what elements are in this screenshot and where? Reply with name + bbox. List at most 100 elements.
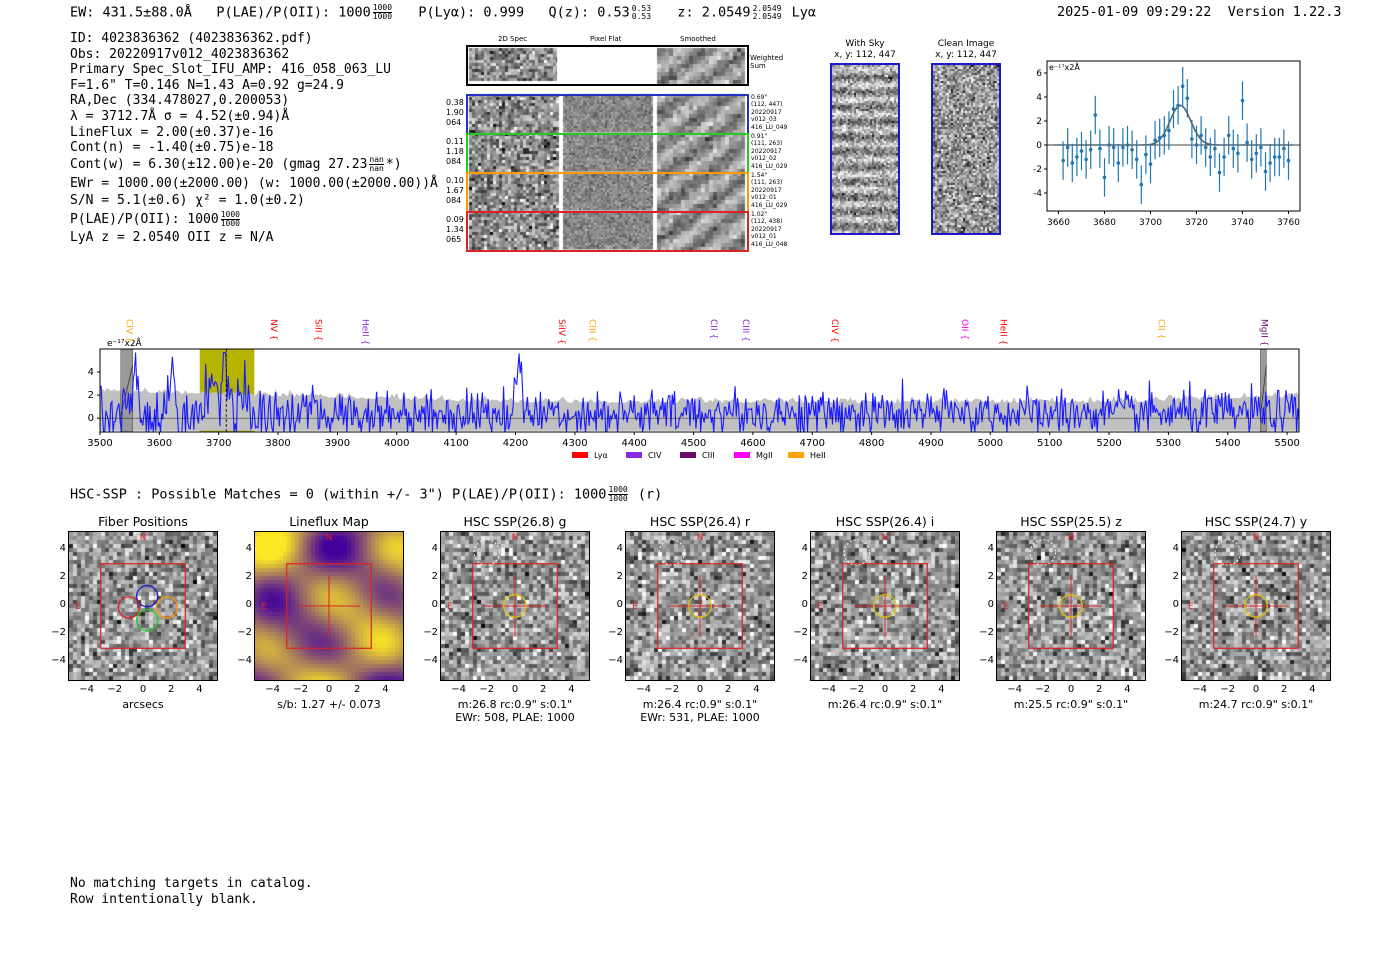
north-label: N xyxy=(512,533,519,543)
info-ewr: EWr = 1000.00(±2000.00) (w: 1000.00(±200… xyxy=(70,175,438,191)
row-meta: 20220917 xyxy=(751,108,782,116)
panel-caption: m:26.4 rc:0.9" s:0.1" xyxy=(642,698,758,711)
panel-title: HSC SSP(26.4) r xyxy=(649,514,751,529)
panel-ytick-label: 4 xyxy=(245,542,252,554)
panel-ytick-label: 4 xyxy=(987,542,994,554)
clean-title-text: Clean Image xyxy=(937,39,995,49)
fit-point xyxy=(1254,151,1259,156)
panel-title: HSC SSP(24.7) y xyxy=(1204,514,1308,529)
hsc-header: HSC-SSP : Possible Matches = 0 (within +… xyxy=(70,486,662,503)
fit-point xyxy=(1272,155,1277,159)
cutout-row-left-label: 0.38 1.90 064 xyxy=(446,98,464,128)
clean-image xyxy=(933,65,999,233)
hsc-lo: 1000 xyxy=(608,494,628,503)
legend-swatch xyxy=(626,452,642,458)
fit-unit-label: e⁻¹⁷x2Å xyxy=(1049,61,1080,72)
north-label: N xyxy=(882,533,889,543)
legend-label: HeII xyxy=(810,451,826,460)
qz-readout: Q(z): 0.53 xyxy=(548,4,630,21)
emission-line-label: MgII { xyxy=(1259,319,1269,346)
spectrum-line xyxy=(99,351,1300,434)
fit-point xyxy=(1065,145,1070,150)
contw-text: Cont(w) = 6.30(±12.00)e-20 (gmag 27.23 xyxy=(70,156,368,172)
row-stat: 084 xyxy=(446,157,462,166)
info-plae-lo: 1000 xyxy=(220,218,240,228)
fit-point xyxy=(1180,84,1185,88)
spec-xtick-label: 4700 xyxy=(800,438,825,449)
panel-ytick-label: 0 xyxy=(616,599,623,610)
catalog-circle xyxy=(843,539,870,566)
spec-xtick-label: 5000 xyxy=(978,438,1003,449)
panel-xtick-label: 0 xyxy=(696,684,704,695)
panel-title: Fiber Positions xyxy=(98,514,188,529)
search-box xyxy=(286,563,372,649)
spec-unit-label: e⁻¹⁷x2Å xyxy=(107,337,143,349)
panel-ytick-label: −2 xyxy=(423,627,438,639)
fit-xtick-label: 3700 xyxy=(1139,218,1162,228)
row-stat: 1.18 xyxy=(446,147,464,156)
panel-xtick-label: 2 xyxy=(1096,684,1103,695)
info-lya: LyA z = 2.0540 OII z = N/A xyxy=(70,229,274,245)
fit-point xyxy=(1208,155,1213,159)
info-contw: Cont(w) = 6.30(±12.00)e-20 (gmag 27.23 na… xyxy=(70,155,438,173)
panel-xtick-label: 4 xyxy=(938,684,945,695)
row-meta: (111, 263) xyxy=(751,179,783,187)
emission-line-label: CIII { xyxy=(587,319,597,342)
cutout-row-right-label: 1.02" (112, 438) 20220917 v012_01 416_LU_048 xyxy=(751,211,787,248)
fit-xtick-label: 3720 xyxy=(1185,218,1208,228)
timestamp-text: 2025-01-09 09:29:22 xyxy=(1057,4,1212,20)
info-plae-text: P(LAE)/P(OII): 1000 xyxy=(70,211,219,227)
panel-ytick-label: 4 xyxy=(801,542,808,554)
panel-xtick-label: 4 xyxy=(1124,684,1131,695)
row-meta: (111, 263) xyxy=(751,140,783,148)
emission-line-label: SiIV { xyxy=(556,319,566,345)
panel-ytick-label: 4 xyxy=(431,542,438,554)
fit-point xyxy=(1268,161,1272,165)
panel-xtick-label: −4 xyxy=(821,684,836,695)
cutout-stack xyxy=(466,45,749,253)
plae-hi: 1000 xyxy=(372,3,393,13)
legend-label: CIV xyxy=(648,451,662,460)
panel-xtick-label: 2 xyxy=(354,684,361,695)
spec-xtick-label: 5200 xyxy=(1096,438,1121,449)
row-meta: 416_LU_029 xyxy=(751,162,788,170)
search-box xyxy=(100,563,186,649)
fit-point xyxy=(1213,146,1217,151)
panel-title: Lineflux Map xyxy=(289,514,369,529)
fit-point xyxy=(1282,146,1286,151)
with-sky-title-text: With Sky xyxy=(845,39,885,49)
panel-xtick-label: 2 xyxy=(910,684,917,695)
panel-ytick-label: 2 xyxy=(801,570,808,582)
fiber-circle xyxy=(155,596,179,619)
info-lambda: λ = 3712.7Å σ = 4.52(±0.94)Å xyxy=(70,108,290,124)
fit-xtick-label: 3680 xyxy=(1093,218,1116,228)
panel-ytick-label: −4 xyxy=(423,655,438,667)
panel-ytick-label: −2 xyxy=(1164,627,1179,639)
cutout-row-frame xyxy=(466,94,749,135)
contw-tail: *) xyxy=(385,156,402,172)
fiber-circle xyxy=(136,584,159,608)
fit-point xyxy=(1116,161,1121,165)
emission-line-label: CIII { xyxy=(740,319,750,342)
spec-xtick-label: 4400 xyxy=(621,438,646,449)
panel-xtick-label: −4 xyxy=(451,684,466,695)
masked-hatch xyxy=(1260,365,1267,416)
panel-xtick-label: 0 xyxy=(511,684,519,695)
panel-ytick-label: −4 xyxy=(979,655,994,667)
spec-ytick-label: 2 xyxy=(88,390,94,401)
spec-xtick-label: 4000 xyxy=(384,438,409,449)
with-sky-frame xyxy=(830,63,900,235)
fit-point xyxy=(1070,161,1075,165)
fit-xtick-label: 3740 xyxy=(1231,218,1254,228)
search-box xyxy=(842,563,928,649)
ew-readout: EW: 431.5±88.0Å xyxy=(70,4,192,21)
row-stat: 1.90 xyxy=(446,108,464,117)
panel-xtick-label: 4 xyxy=(568,684,575,695)
clean-title: Clean Image x, y: 112, 447 xyxy=(928,39,1004,61)
east-label: E xyxy=(75,602,81,612)
panel-caption: s/b: 1.27 +/- 0.073 xyxy=(277,698,381,711)
panel-caption: arcsecs xyxy=(122,698,164,711)
panel-xtick-label: −2 xyxy=(664,684,680,695)
fit-point xyxy=(1231,146,1236,151)
with-sky-xy: x, y: 112, 447 xyxy=(834,50,896,60)
